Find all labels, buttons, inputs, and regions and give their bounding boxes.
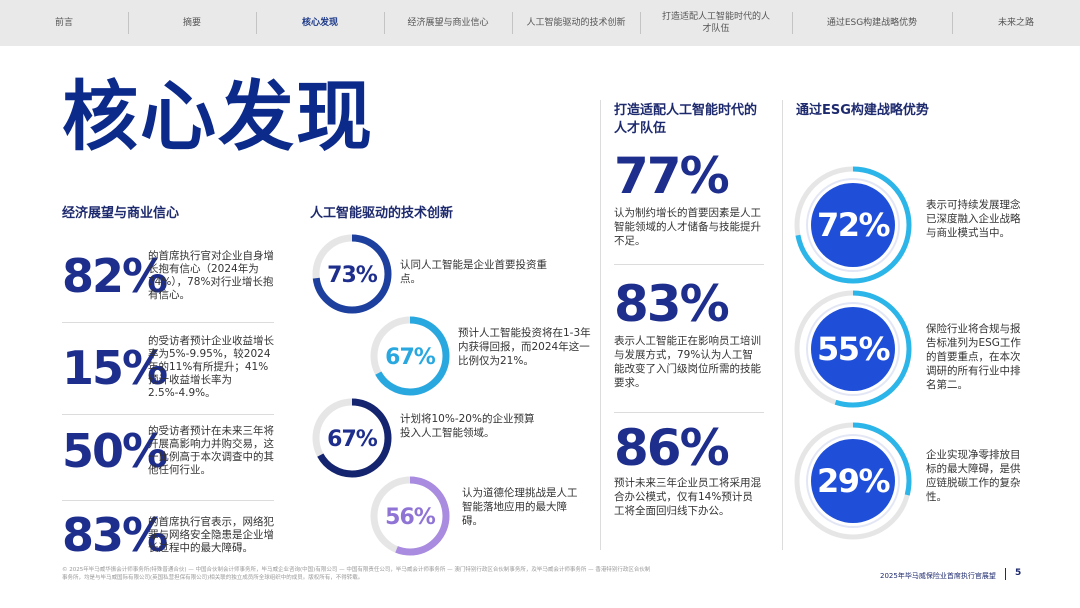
section-title-ai-innovation: 人工智能驱动的技术创新 xyxy=(310,206,454,221)
donut-text: 预计人工智能投资将在1-3年内获得回报，而2024年这一比例仅为21%。 xyxy=(458,327,591,367)
tab-esg[interactable]: 通过ESG构建战略优势 xyxy=(792,0,952,46)
donut-svg: 73% xyxy=(312,234,392,314)
donut-chart: 73% xyxy=(310,232,394,316)
donut-chart: 67% xyxy=(368,314,452,398)
stat-row: 83% 的首席执行官表示，网络犯罪与网络安全隐患是企业增长过程中的最大障碍。 xyxy=(62,510,274,560)
stat-value: 15% xyxy=(62,340,168,395)
esg-svg: 55% xyxy=(794,290,912,408)
esg-text: 企业实现净零排放目标的最大障碍，是供应链脱碳工作的复杂性。 xyxy=(926,449,1021,503)
donut-text: 认同人工智能是企业首要投资重点。 xyxy=(400,259,547,285)
stat-text: 的受访者预计企业收益增长率为5%-9.95%，较2024年的11%有所提升；41… xyxy=(148,335,274,399)
stat-value: 77% xyxy=(614,147,730,205)
column-divider xyxy=(600,100,601,550)
donut-text: 认为道德伦理挑战是人工智能落地应用的最大障碍。 xyxy=(462,487,578,527)
esg-value: 29% xyxy=(817,462,891,500)
stat-value: 83% xyxy=(614,275,730,333)
tab-ai-talent[interactable]: 打造适配人工智能时代的人才队伍 xyxy=(640,0,792,46)
divider xyxy=(62,322,274,323)
donut-svg: 56% xyxy=(370,476,450,556)
stat-value: 83% xyxy=(62,508,168,562)
esg-inner-ring xyxy=(806,178,900,272)
tab-ai-innovation[interactable]: 人工智能驱动的技术创新 xyxy=(512,0,640,46)
esg-inner-ring xyxy=(806,302,900,396)
stat-text: 预计未来三年企业员工将采用混合办公模式，仅有14%预计员工将全面回归线下办公。 xyxy=(614,477,761,517)
esg-text: 表示可持续发展理念已深度融入企业战略与商业模式当中。 xyxy=(926,199,1021,239)
esg-value: 72% xyxy=(817,206,891,244)
esg-svg: 29% xyxy=(794,422,912,540)
donut-value: 67% xyxy=(327,427,378,452)
donut-arc xyxy=(370,316,450,396)
stat-value: 82% xyxy=(62,249,168,303)
divider xyxy=(62,500,274,501)
stat-text: 认为制约增长的首要因素是人工智能领域的人才储备与技能提升不足。 xyxy=(614,207,761,247)
esg-disc xyxy=(811,307,895,391)
tab-summary[interactable]: 摘要 xyxy=(128,0,256,46)
stat-row: 82% 的首席执行官对企业自身增长抱有信心（2024年为74%），78%对行业增… xyxy=(62,250,274,302)
donut-chart: 56% xyxy=(368,474,452,558)
page-number: 5 xyxy=(1015,568,1022,578)
esg-text: 保险行业将合规与报告标准列为ESG工作的首要重点，在本次调研的所有行业中排名第二… xyxy=(926,323,1021,391)
donut-arc xyxy=(370,476,450,556)
divider xyxy=(62,414,274,415)
stat-text: 的首席执行官对企业自身增长抱有信心（2024年为74%），78%对行业增长抱有信… xyxy=(148,250,274,301)
stat-text: 的受访者预计在未来三年将开展高影响力并购交易，这一比例高于本次调查中的其他任何行… xyxy=(148,425,274,476)
section-title-esg: 通过ESG构建战略优势 xyxy=(796,103,929,118)
tab-preface[interactable]: 前言 xyxy=(54,18,73,28)
esg-inner-ring xyxy=(806,434,900,528)
esg-arc xyxy=(794,290,912,408)
donut-svg: 67% xyxy=(312,398,392,478)
stat-row: 15% 的受访者预计企业收益增长率为5%-9.95%，较2024年的11%有所提… xyxy=(62,335,274,400)
donut-arc xyxy=(312,234,392,314)
stat-value: 86% xyxy=(614,419,730,477)
donut-arc xyxy=(312,398,392,478)
footer-title: 2025年毕马威保险业首席执行官展望 xyxy=(880,572,996,580)
stat-text: 的首席执行官表示，网络犯罪与网络安全隐患是企业增长过程中的最大障碍。 xyxy=(148,515,274,554)
esg-disc xyxy=(811,439,895,523)
divider xyxy=(614,412,764,413)
divider xyxy=(614,264,764,265)
tab-key-findings[interactable]: 核心发现 xyxy=(256,0,384,46)
esg-donut: 29% xyxy=(790,418,916,548)
tab-road-ahead[interactable]: 未来之路 xyxy=(952,0,1080,46)
esg-value: 55% xyxy=(817,330,891,368)
section-title-economic: 经济展望与商业信心 xyxy=(62,206,180,221)
esg-arc xyxy=(794,422,912,540)
stat-text: 表示人工智能正在影响员工培训与发展方式，79%认为人工智能改变了入门级岗位所需的… xyxy=(614,335,761,389)
copyright-note: © 2025年毕马威华振会计师事务所(特殊普通合伙) — 中国合伙制会计师事务所… xyxy=(62,567,651,581)
donut-value: 67% xyxy=(385,345,436,370)
donut-chart: 67% xyxy=(310,396,394,480)
column-divider xyxy=(782,100,783,550)
esg-arc xyxy=(794,166,912,284)
donut-text: 计划将10%-20%的企业预算投入人工智能领域。 xyxy=(400,413,535,439)
esg-donut: 55% xyxy=(790,286,916,416)
stat-value: 50% xyxy=(62,424,168,478)
stat-row: 50% 的受访者预计在未来三年将开展高影响力并购交易，这一比例高于本次调查中的其… xyxy=(62,425,274,477)
esg-donut: 72% xyxy=(790,162,916,292)
donut-value: 73% xyxy=(327,263,378,288)
page-title: 核心发现 xyxy=(62,72,374,161)
tab-economic-outlook[interactable]: 经济展望与商业信心 xyxy=(384,0,512,46)
esg-disc xyxy=(811,183,895,267)
footer-separator xyxy=(1005,568,1006,580)
section-title-ai-talent: 打造适配人工智能时代的人才队伍 xyxy=(614,103,758,136)
donut-svg: 67% xyxy=(370,316,450,396)
esg-svg: 72% xyxy=(794,166,912,284)
donut-value: 56% xyxy=(385,505,436,530)
top-nav: 前言 摘要 核心发现 经济展望与商业信心 人工智能驱动的技术创新 打造适配人工智… xyxy=(0,0,1080,46)
